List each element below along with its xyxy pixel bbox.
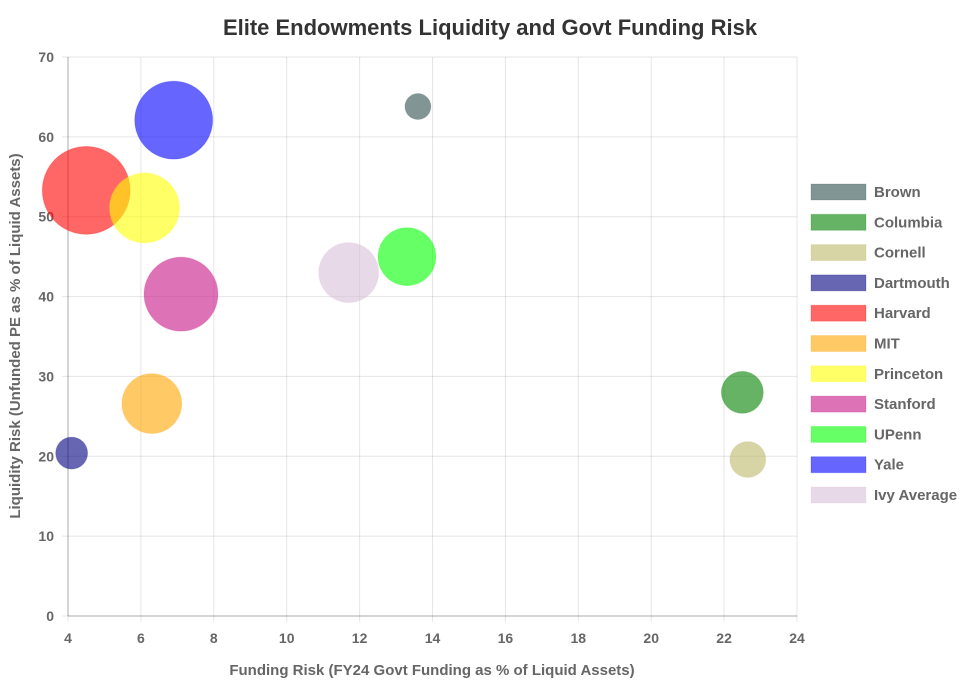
legend-swatch[interactable] (810, 244, 867, 262)
y-tick-label: 30 (38, 368, 54, 384)
bubble-columbia[interactable] (720, 370, 764, 414)
legend-swatch[interactable] (810, 304, 867, 322)
bubble-brown[interactable] (404, 93, 432, 121)
legend-swatch[interactable] (810, 425, 867, 443)
x-tick-label: 8 (210, 630, 218, 646)
legend-label[interactable]: Harvard (874, 305, 931, 322)
legend-label[interactable]: MIT (874, 336, 900, 353)
x-tick-label: 10 (279, 630, 295, 646)
y-tick-label: 20 (38, 448, 54, 464)
legend-swatch[interactable] (810, 183, 867, 201)
legend-swatch[interactable] (810, 274, 867, 292)
bubble-stanford[interactable] (143, 256, 219, 332)
x-tick-label: 20 (643, 630, 659, 646)
legend-swatch[interactable] (810, 213, 867, 231)
bubble-yale[interactable] (134, 80, 214, 160)
bubble-mit[interactable] (121, 373, 183, 435)
legend-swatch[interactable] (810, 456, 867, 474)
chart-title: Elite Endowments Liquidity and Govt Fund… (223, 15, 758, 40)
x-axis-ticks: 4 6 8 10 12 14 16 18 20 22 24 (64, 630, 805, 646)
y-tick-label: 70 (38, 49, 54, 65)
legend-label[interactable]: Princeton (874, 366, 943, 383)
y-tick-label: 60 (38, 129, 54, 145)
bubble-cornell[interactable] (729, 440, 767, 478)
legend-label[interactable]: Stanford (874, 396, 936, 413)
legend-swatch[interactable] (810, 365, 867, 383)
legend-label[interactable]: Dartmouth (874, 275, 950, 292)
y-tick-label: 0 (46, 608, 54, 624)
y-tick-label: 40 (38, 289, 54, 305)
legend-swatch[interactable] (810, 395, 867, 413)
legend-label[interactable]: Ivy Average (874, 487, 957, 504)
x-tick-label: 16 (498, 630, 514, 646)
x-tick-label: 6 (137, 630, 145, 646)
y-axis-label: Liquidity Risk (Unfunded PE as % of Liqu… (7, 153, 24, 518)
grid (62, 56, 798, 622)
legend-label[interactable]: Cornell (874, 245, 926, 262)
legend-label[interactable]: Brown (874, 184, 921, 201)
x-tick-label: 24 (789, 630, 805, 646)
bubble-upenn[interactable] (377, 227, 437, 287)
bubble-dartmouth[interactable] (55, 436, 89, 470)
legend-label[interactable]: Columbia (874, 214, 943, 231)
x-tick-label: 14 (425, 630, 441, 646)
bubble-princeton[interactable] (109, 172, 181, 244)
x-tick-label: 12 (352, 630, 368, 646)
legend-swatch[interactable] (810, 335, 867, 352)
x-axis-label: Funding Risk (FY24 Govt Funding as % of … (229, 662, 634, 679)
y-tick-label: 10 (38, 528, 54, 544)
bubbles (41, 80, 767, 478)
x-tick-label: 22 (716, 630, 732, 646)
legend: Brown Columbia Cornell Dartmouth Harvard MIT P… (810, 183, 957, 504)
legend-swatch[interactable] (810, 486, 867, 504)
legend-label[interactable]: Yale (874, 457, 904, 474)
x-tick-label: 4 (64, 630, 72, 646)
x-tick-label: 18 (571, 630, 587, 646)
legend-label[interactable]: UPenn (874, 426, 922, 443)
bubble-ivy-average[interactable] (318, 242, 380, 304)
